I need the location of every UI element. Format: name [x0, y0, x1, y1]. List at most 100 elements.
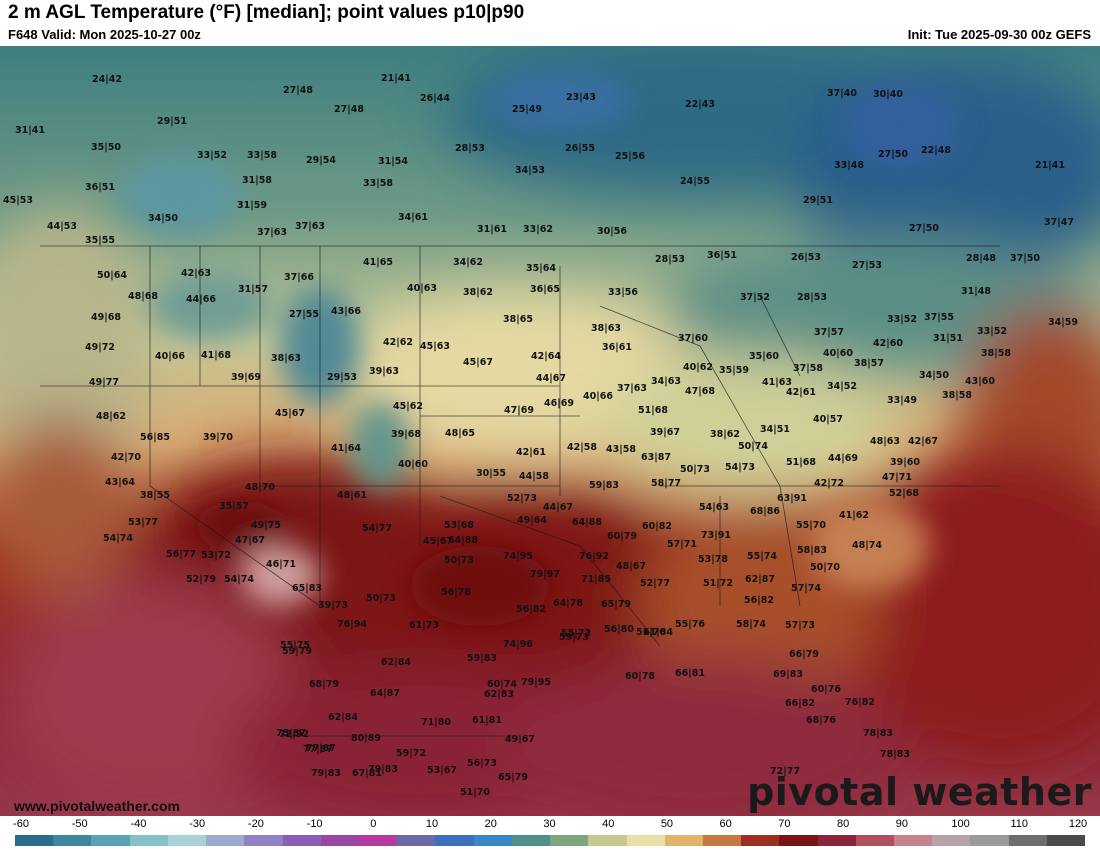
colorbar-segment — [1008, 835, 1047, 846]
point-value: 62|84 — [381, 657, 411, 668]
colorbar-segment — [894, 835, 933, 846]
point-value: 58|83 — [797, 545, 827, 556]
point-value: 57|71 — [667, 539, 697, 550]
point-value: 31|61 — [477, 224, 507, 235]
point-value: 37|47 — [1044, 217, 1074, 228]
point-value: 63|91 — [777, 493, 807, 504]
point-value: 38|58 — [942, 390, 972, 401]
point-value: 76|92 — [579, 551, 609, 562]
point-value: 55|70 — [796, 520, 826, 531]
point-value: 53|77 — [128, 517, 158, 528]
colorbar-segment — [397, 835, 436, 846]
point-value: 64|78 — [553, 598, 583, 609]
point-value: 78|83 — [863, 728, 893, 739]
point-value: 49|67 — [505, 734, 535, 745]
colorbar-tick-label: -20 — [247, 818, 264, 830]
point-value: 45|67 — [463, 357, 493, 368]
point-value: 28|48 — [966, 253, 996, 264]
point-value: 55|73 — [561, 628, 591, 639]
point-value: 60|79 — [607, 531, 637, 542]
point-value: 35|57 — [219, 501, 249, 512]
point-value: 57|74 — [791, 583, 821, 594]
point-value: 39|63 — [369, 366, 399, 377]
point-value: 42|61 — [516, 447, 546, 458]
point-value: 29|51 — [803, 195, 833, 206]
temperature-map[interactable]: 24|42 27|48 21|41 26|44 27|48 25|49 23|43 22|43… — [0, 46, 1100, 816]
point-value: 24|42 — [92, 74, 122, 85]
point-value: 33|48 — [834, 160, 864, 171]
point-value: 79|83 — [311, 768, 341, 779]
point-value: 27|50 — [878, 149, 908, 160]
point-value: 38|65 — [503, 314, 533, 325]
point-value: 50|70 — [810, 562, 840, 573]
point-value: 66|79 — [789, 649, 819, 660]
point-value: 53|67 — [427, 765, 457, 776]
colorbar-tick-label: 60 — [719, 818, 732, 830]
colorbar-segment — [702, 835, 742, 846]
point-value: 23|43 — [566, 92, 596, 103]
point-value: 31|57 — [238, 284, 268, 295]
point-value: 61|73 — [409, 620, 439, 631]
point-value: 56|73 — [467, 758, 497, 769]
boundary-lines — [40, 245, 1000, 737]
point-value: 36|51 — [85, 182, 115, 193]
colorbar-tick-label: 30 — [543, 818, 556, 830]
point-value: 56|82 — [744, 595, 774, 606]
colorbar-segment — [511, 835, 551, 846]
point-value: 30|56 — [597, 226, 627, 237]
colorbar-segment — [817, 835, 856, 846]
point-value: 22|43 — [685, 99, 715, 110]
point-value: 48|63 — [870, 436, 900, 447]
point-value: 41|62 — [839, 510, 869, 521]
colorbar-segment — [741, 835, 780, 846]
point-value: 73|91 — [701, 530, 731, 541]
colorbar-segment — [588, 835, 627, 846]
point-value: 42|61 — [786, 387, 816, 398]
point-value: 30|55 — [476, 468, 506, 479]
point-value: 47|69 — [504, 405, 534, 416]
point-value: 50|73 — [680, 464, 710, 475]
point-value: 60|76 — [811, 684, 841, 695]
website-watermark: www.pivotalweather.com — [14, 798, 180, 814]
colorbar-tick-label: -40 — [130, 818, 147, 830]
point-value: 72|92 — [279, 729, 309, 740]
colorbar-segment — [15, 835, 54, 846]
point-value: 53|72 — [201, 550, 231, 561]
point-value: 40|60 — [398, 459, 428, 470]
point-value: 35|64 — [526, 263, 556, 274]
point-value: 37|55 — [924, 312, 954, 323]
point-value: 66|82 — [785, 698, 815, 709]
point-value: 79|95 — [521, 677, 551, 688]
point-value: 53|78 — [698, 554, 728, 565]
point-value: 54|74 — [224, 574, 254, 585]
point-value: 38|55 — [140, 490, 170, 501]
colorbar-segment — [206, 835, 245, 846]
point-value: 62|83 — [484, 689, 514, 700]
point-value: 34|52 — [827, 381, 857, 392]
point-value: 65|79 — [498, 772, 528, 783]
point-value: 56|77 — [166, 549, 196, 560]
colorbar-tick-label: 70 — [778, 818, 791, 830]
point-value: 71|80 — [421, 717, 451, 728]
point-value: 28|53 — [797, 292, 827, 303]
point-value: 24|55 — [680, 176, 710, 187]
point-value: 34|62 — [453, 257, 483, 268]
point-value: 40|57 — [813, 414, 843, 425]
point-value: 78|83 — [880, 749, 910, 760]
point-value: 55|75 — [280, 640, 310, 651]
point-value: 56|82 — [516, 604, 546, 615]
point-value: 56|78 — [441, 587, 471, 598]
point-value: 60|74 — [487, 679, 517, 690]
point-value: 72|77 — [770, 766, 800, 777]
colorbar-tick-label: 120 — [1068, 818, 1088, 830]
point-value: 22|48 — [921, 145, 951, 156]
point-value: 38|62 — [710, 429, 740, 440]
point-value: 26|55 — [565, 143, 595, 154]
point-value: 52|79 — [186, 574, 216, 585]
point-value: 63|87 — [641, 452, 671, 463]
point-value: 52|68 — [889, 488, 919, 499]
point-value: 33|52 — [197, 150, 227, 161]
point-value: 36|51 — [707, 250, 737, 261]
colorbar-tick-label: 40 — [602, 818, 615, 830]
point-value: 71|85 — [581, 574, 611, 585]
